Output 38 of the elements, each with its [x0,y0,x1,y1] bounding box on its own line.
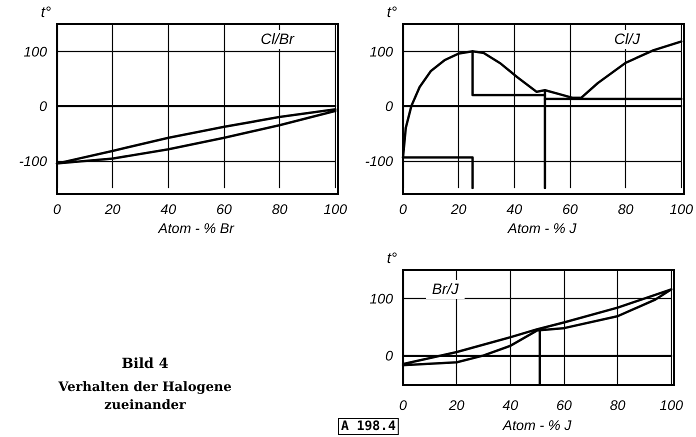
y-tick-label: 0 [39,98,48,114]
y-tick-label: 100 [24,43,48,60]
x-tick-label: 20 [448,397,465,413]
x-tick-label: 20 [450,201,467,218]
x-tick-label: 80 [272,201,288,218]
y-tick-label: 0 [385,348,394,364]
y-axis-title: t° [386,4,397,21]
text: Cl/Br [260,31,296,48]
x-tick-label: 60 [556,397,572,413]
text: Cl/J [614,31,640,48]
text: Bild 4 [120,355,170,373]
text: Br/J [432,281,460,298]
x-tick-label: 80 [610,397,626,413]
x-tick-label: 20 [104,201,121,218]
y-tick-label: -100 [18,152,48,169]
x-tick-label: 40 [502,397,518,413]
x-tick-label: 0 [53,201,62,218]
x-axis-title: Atom - % Br [157,220,236,236]
y-tick-label: 0 [385,98,394,114]
x-tick-label: 100 [324,201,348,218]
y-tick-label: 100 [370,290,394,306]
x-axis-title: Atom - % J [502,417,572,433]
text: A 198.4 [341,419,396,434]
x-tick-label: 60 [562,201,578,218]
x-tick-label: 0 [399,201,408,218]
x-tick-label: 100 [670,201,694,218]
x-tick-label: 40 [160,201,176,218]
x-tick-label: 60 [216,201,232,218]
x-tick-label: 0 [399,397,408,413]
y-tick-label: -100 [364,152,394,169]
y-tick-label: 100 [370,43,394,60]
text: Verhalten der Halogene zueinander [58,379,232,415]
y-axis-title: t° [386,250,397,267]
x-axis-title: Atom - % J [506,220,578,236]
x-tick-label: 100 [660,397,684,413]
y-axis-title: t° [40,4,51,21]
x-tick-label: 40 [506,201,522,218]
x-tick-label: 80 [618,201,634,218]
